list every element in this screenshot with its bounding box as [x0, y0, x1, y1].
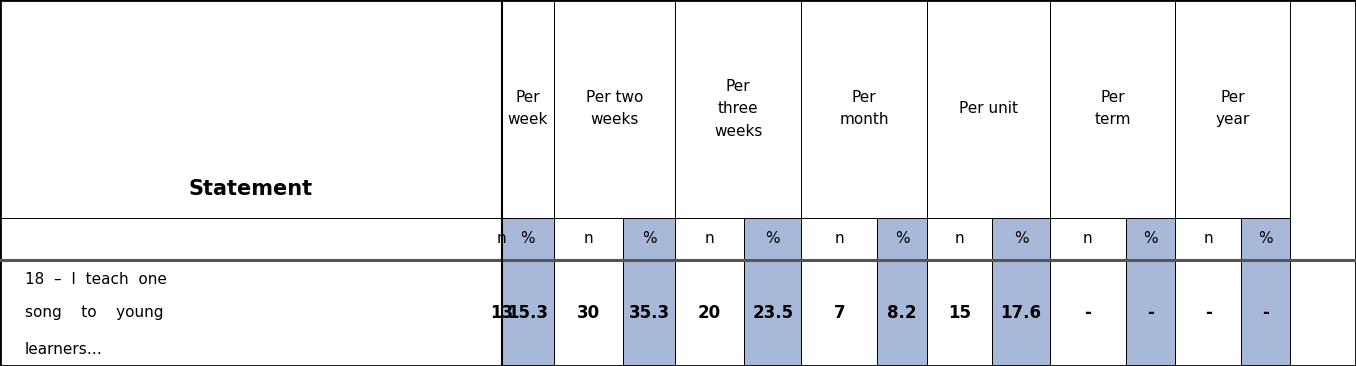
Text: Per
three
weeks: Per three weeks — [715, 79, 762, 139]
Text: %: % — [1258, 231, 1273, 246]
Text: 17.6: 17.6 — [1001, 304, 1041, 322]
Bar — [928, 260, 993, 366]
Bar — [928, 0, 1050, 218]
Text: song    to    young: song to young — [24, 306, 164, 320]
Text: Per
week: Per week — [507, 90, 548, 127]
Text: Per
month: Per month — [839, 90, 890, 127]
Text: 7: 7 — [834, 304, 845, 322]
Text: n: n — [1083, 231, 1093, 246]
Text: 18  –  I  teach  one: 18 – I teach one — [24, 273, 167, 287]
Text: 15: 15 — [948, 304, 971, 322]
Text: 20: 20 — [698, 304, 721, 322]
Bar — [928, 218, 993, 260]
Text: 30: 30 — [576, 304, 599, 322]
Bar — [1125, 218, 1176, 260]
Bar — [0, 260, 502, 366]
Text: n: n — [834, 231, 845, 246]
Bar — [675, 0, 801, 218]
Bar — [1241, 260, 1291, 366]
Bar — [801, 260, 877, 366]
Bar — [877, 260, 928, 366]
Text: %: % — [641, 231, 656, 246]
Bar — [744, 260, 801, 366]
Bar — [1241, 218, 1291, 260]
Text: n: n — [1203, 231, 1212, 246]
Text: Per two
weeks: Per two weeks — [586, 90, 643, 127]
Bar — [801, 0, 928, 218]
Text: %: % — [521, 231, 536, 246]
Bar — [1125, 260, 1176, 366]
Bar — [553, 260, 622, 366]
Bar — [1050, 218, 1125, 260]
Text: Per unit: Per unit — [959, 101, 1018, 116]
Text: -: - — [1262, 304, 1269, 322]
Bar — [1050, 260, 1125, 366]
Bar — [1176, 0, 1291, 218]
Text: Statement: Statement — [188, 179, 313, 199]
Text: n: n — [955, 231, 964, 246]
Text: -: - — [1204, 304, 1211, 322]
Text: %: % — [1014, 231, 1028, 246]
Text: Per
term: Per term — [1094, 90, 1131, 127]
Text: learners…: learners… — [24, 342, 103, 357]
Bar — [1050, 0, 1176, 218]
Text: n: n — [705, 231, 715, 246]
Text: 15.3: 15.3 — [507, 304, 548, 322]
Text: %: % — [765, 231, 780, 246]
Bar — [801, 218, 877, 260]
Bar — [1176, 260, 1241, 366]
Bar — [622, 218, 675, 260]
Text: -: - — [1147, 304, 1154, 322]
Text: Per
year: Per year — [1216, 90, 1250, 127]
Text: 23.5: 23.5 — [753, 304, 793, 322]
Bar — [675, 260, 744, 366]
Text: n: n — [583, 231, 593, 246]
Bar — [877, 218, 928, 260]
Bar — [744, 218, 801, 260]
Text: 35.3: 35.3 — [628, 304, 670, 322]
Text: %: % — [1143, 231, 1158, 246]
Text: 13: 13 — [490, 304, 514, 322]
Bar — [0, 0, 502, 218]
Bar — [502, 0, 553, 218]
Bar — [1176, 218, 1241, 260]
Bar — [993, 218, 1050, 260]
Text: 8.2: 8.2 — [887, 304, 917, 322]
Bar — [502, 260, 553, 366]
Bar — [675, 218, 744, 260]
Bar — [502, 218, 553, 260]
Bar — [622, 260, 675, 366]
Bar — [553, 0, 675, 218]
Text: -: - — [1085, 304, 1092, 322]
Text: %: % — [895, 231, 910, 246]
Bar — [553, 218, 622, 260]
Bar — [993, 260, 1050, 366]
Text: n: n — [496, 231, 507, 246]
